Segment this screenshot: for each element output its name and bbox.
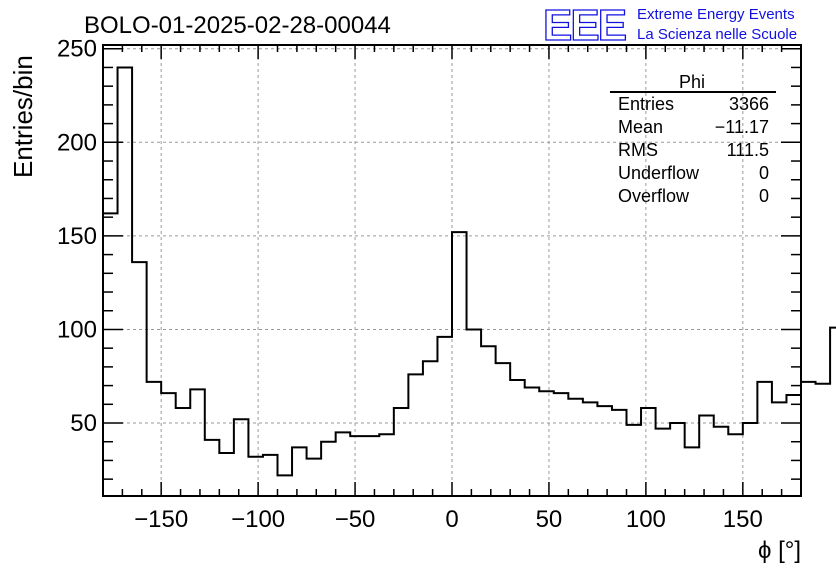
chart-title: BOLO-01-2025-02-28-00044 — [84, 12, 391, 39]
axis-ticks — [102, 45, 802, 496]
stats-label: Underflow — [618, 163, 700, 183]
logo-subtitle-line1: Extreme Energy Events — [637, 6, 795, 23]
x-tick-label: 150 — [723, 506, 763, 533]
stats-value: 3366 — [729, 94, 769, 114]
stats-label: Overflow — [618, 186, 690, 206]
eee-logo: EEE — [543, 1, 626, 50]
stats-label: Entries — [618, 94, 674, 114]
stats-label: Mean — [618, 117, 663, 137]
logo-subtitle-line2: La Scienza nelle Scuole — [637, 26, 797, 43]
x-tick-label: −100 — [231, 506, 285, 533]
y-axis-label: Entries/bin — [8, 55, 38, 178]
stats-box: Phi Entries 3366 Mean −11.17 RMS 111.5 Underfl… — [610, 72, 776, 206]
x-tick-label: −50 — [335, 506, 376, 533]
stats-value: 0 — [759, 163, 769, 183]
y-tick-label: 150 — [57, 223, 97, 250]
x-tick-label: 0 — [445, 506, 458, 533]
y-tick-label: 100 — [57, 316, 97, 343]
tick-labels: −150 −100 −50 0 50 100 150 50 100 150 200 250 — [57, 36, 763, 533]
x-tick-label: −150 — [134, 506, 188, 533]
stats-value: 111.5 — [727, 140, 769, 160]
x-tick-label: 50 — [536, 506, 563, 533]
stats-value: −11.17 — [715, 117, 769, 137]
stats-label: RMS — [618, 140, 658, 160]
stats-value: 0 — [759, 186, 769, 206]
y-tick-label: 50 — [70, 410, 97, 437]
y-tick-label: 250 — [57, 36, 97, 63]
x-axis-label: ϕ [°] — [758, 537, 801, 564]
histogram-line — [103, 66, 836, 477]
x-tick-label: 100 — [626, 506, 666, 533]
stats-title: Phi — [679, 72, 705, 92]
y-tick-label: 200 — [57, 129, 97, 156]
